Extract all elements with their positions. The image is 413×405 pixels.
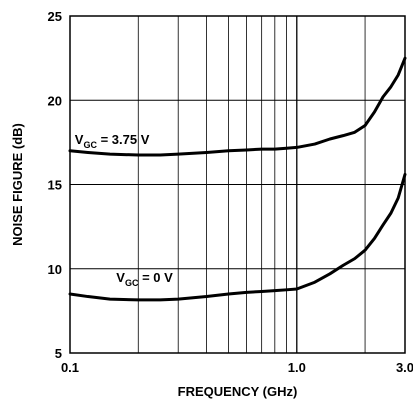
x-axis-title: FREQUENCY (GHz) bbox=[178, 384, 298, 399]
tick-labels: 0.1 1.0 3.0 5 10 15 20 25 bbox=[48, 9, 413, 375]
series-label-2: VGC = 0 V bbox=[116, 270, 173, 288]
series-line-1 bbox=[68, 56, 407, 157]
plot-frame bbox=[69, 15, 406, 354]
series-labels: VGC = 3.75 V VGC = 0 V bbox=[75, 132, 173, 288]
y-tick-label: 10 bbox=[48, 262, 62, 277]
y-tick-label: 15 bbox=[48, 178, 62, 193]
y-axis-title: NOISE FIGURE (dB) bbox=[10, 123, 25, 246]
y-tick-label: 25 bbox=[48, 9, 62, 24]
series-layer bbox=[68, 56, 407, 302]
y-tick-label: 20 bbox=[48, 93, 62, 108]
series-line-2 bbox=[68, 172, 407, 302]
series-label-1: VGC = 3.75 V bbox=[75, 132, 150, 150]
x-tick-label: 1.0 bbox=[288, 360, 306, 375]
grid bbox=[70, 16, 405, 353]
x-tick-label: 0.1 bbox=[61, 360, 79, 375]
y-tick-label: 5 bbox=[55, 346, 62, 361]
x-tick-label: 3.0 bbox=[396, 360, 413, 375]
